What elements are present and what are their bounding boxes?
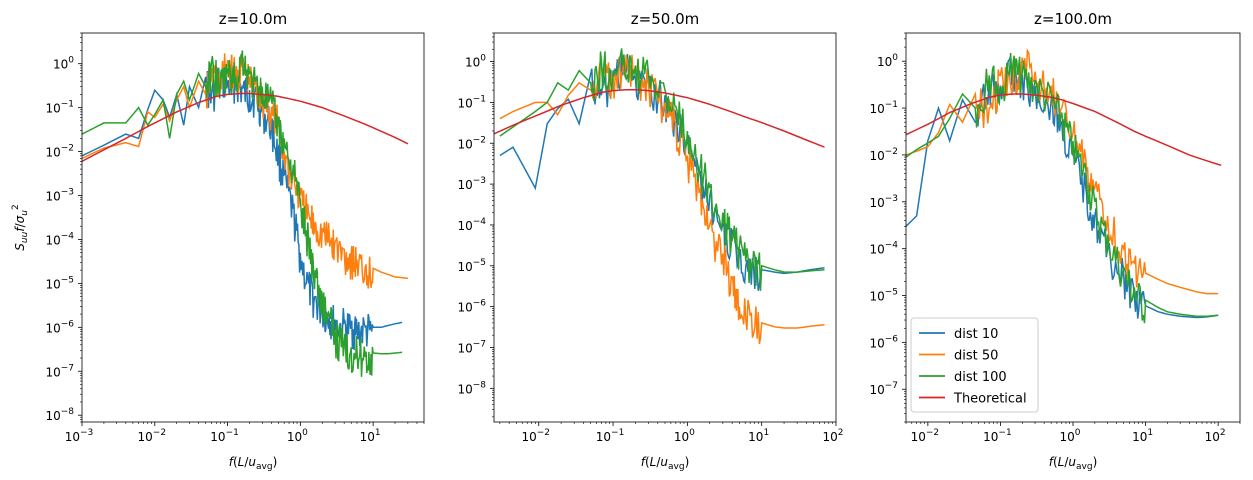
y-tick-label: 100 <box>465 54 486 70</box>
x-tick-label: 100 <box>674 428 695 444</box>
legend-label: dist 10 <box>954 327 998 342</box>
y-tick-label: 10−2 <box>869 147 898 163</box>
series-line-dist-50 <box>906 47 1219 295</box>
y-tick-label: 100 <box>877 53 898 69</box>
y-axis-label: Suuf/σu2 <box>11 204 30 250</box>
subplot-1: 10−3 10−2 10−1 100 101 10−8 10−7 10−6 10−5 10−4 10… <box>11 10 425 472</box>
series-line-dist-100 <box>82 50 403 377</box>
y-tick-label: 10−1 <box>457 94 486 110</box>
series-line-dist-10 <box>82 62 403 351</box>
y-tick-label: 10−6 <box>457 299 486 315</box>
x-tick-label: 101 <box>360 428 381 444</box>
y-tick-label: 10−7 <box>457 339 486 355</box>
y-tick-label: 10−2 <box>457 135 486 151</box>
y-tick-label: 10−6 <box>869 334 898 350</box>
x-tick-label: 101 <box>1132 428 1153 444</box>
y-tick-label: 10−7 <box>45 363 74 379</box>
series-line-theoretical <box>494 88 825 148</box>
y-tick-label: 10−4 <box>45 231 74 247</box>
y-tick-label: 10−3 <box>457 176 486 192</box>
series-line-dist-100 <box>906 53 1219 324</box>
y-tick-label: 10−1 <box>45 100 74 116</box>
x-tick-label: 10−1 <box>983 428 1012 444</box>
legend-label: dist 100 <box>954 370 1007 385</box>
x-tick-label: 102 <box>1205 428 1226 444</box>
series-line-dist-10 <box>906 56 1219 319</box>
series-line-dist-10 <box>499 53 825 291</box>
y-tick-label: 10−7 <box>869 381 898 397</box>
y-tick-label: 10−8 <box>45 407 74 423</box>
x-tick-label: 10−2 <box>138 428 167 444</box>
y-tick-label: 10−4 <box>457 217 486 233</box>
x-tick-label: 101 <box>748 428 769 444</box>
y-tick-label: 10−5 <box>45 275 74 291</box>
x-tick-label: 100 <box>1059 428 1080 444</box>
y-tick-label: 10−4 <box>869 241 898 257</box>
x-tick-label: 100 <box>287 428 308 444</box>
y-tick-label: 100 <box>53 56 74 72</box>
x-tick-label: 10−2 <box>521 428 550 444</box>
subplot-3: 10−2 10−1 100 101 102 10−7 10−6 10−5 10−4 10−3 10−… <box>869 10 1241 472</box>
series-line-dist-50 <box>499 54 825 345</box>
y-tick-label: 10−2 <box>45 144 74 160</box>
x-tick-label: 10−3 <box>65 428 94 444</box>
legend-label: Theoretical <box>953 392 1027 407</box>
y-tick-label: 10−6 <box>45 319 74 335</box>
x-axis-label: f(L/uavg) <box>1049 455 1098 472</box>
y-tick-label: 10−3 <box>869 194 898 210</box>
x-tick-label: 10−1 <box>210 428 239 444</box>
series-line-dist-100 <box>499 48 825 291</box>
x-tick-label: 10−2 <box>911 428 940 444</box>
y-tick-label: 10−5 <box>457 258 486 274</box>
x-axis-label: f(L/uavg) <box>229 455 278 472</box>
y-tick-label: 10−1 <box>869 100 898 116</box>
legend: dist 10 dist 50 dist 100 Theoretical <box>910 317 1039 413</box>
chart-title: z=100.0m <box>1034 10 1112 28</box>
chart-title: z=10.0m <box>219 10 287 28</box>
y-tick-label: 10−8 <box>457 380 486 396</box>
chart-title: z=50.0m <box>631 10 699 28</box>
legend-label: dist 50 <box>954 349 998 364</box>
series-line-theoretical <box>906 93 1222 167</box>
subplot-2: 10−2 10−1 100 101 102 10−8 10−7 10−6 10−5 10−4 10−… <box>457 10 843 472</box>
x-tick-label: 10−1 <box>596 428 625 444</box>
series-line-theoretical <box>82 92 409 162</box>
y-tick-label: 10−3 <box>45 188 74 204</box>
x-axis-label: f(L/uavg) <box>641 455 690 472</box>
x-tick-label: 102 <box>822 428 843 444</box>
y-tick-label: 10−5 <box>869 288 898 304</box>
axes-frame <box>81 32 425 423</box>
